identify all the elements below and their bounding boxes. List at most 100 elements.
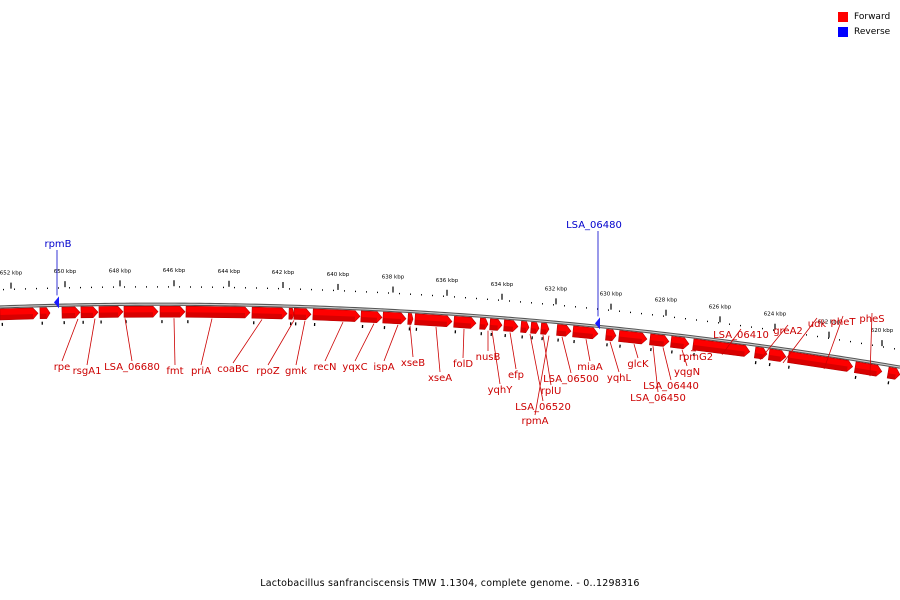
leader-line <box>823 315 844 370</box>
scale-minor-dot <box>476 297 477 300</box>
forward-gene <box>312 308 361 327</box>
forward-gene <box>753 346 768 365</box>
gene-label-nusb: nusB <box>476 352 501 363</box>
scale-minor-dot <box>3 288 4 291</box>
scale-minor-dot <box>377 291 378 294</box>
scale-minor-dot <box>663 315 664 317</box>
leader-line <box>232 319 263 364</box>
scale-minor-dot <box>410 293 411 295</box>
gene-label-rpmb: rpmB <box>44 239 71 250</box>
forward-gene <box>61 306 81 325</box>
legend-item-reverse: Reverse <box>838 24 900 39</box>
scale-minor-dot <box>190 286 191 288</box>
scale-minor-dot <box>267 287 268 289</box>
scale-minor-dot <box>553 304 554 306</box>
gene-label-fmt: fmt <box>166 366 183 377</box>
forward-gene <box>360 310 383 329</box>
scale-minor-dot <box>509 300 510 302</box>
scale-minor-dot <box>102 286 103 288</box>
forward-gene <box>886 366 900 385</box>
scale-minor-dot <box>146 286 147 288</box>
legend-item-forward: Forward <box>838 9 900 24</box>
forward-gene <box>853 361 883 380</box>
scale-minor-dot <box>817 335 818 338</box>
scale-minor-dot <box>333 289 334 292</box>
scale-minor-dot <box>542 303 543 305</box>
scale-tick-label: 626 kbp <box>709 304 732 310</box>
gene-label-lsa_06500: LSA_06500 <box>543 374 599 385</box>
scale-tick-label: 634 kbp <box>491 282 514 288</box>
leader-line <box>409 325 414 358</box>
gene-track <box>0 296 900 385</box>
scale-minor-dot <box>432 294 433 297</box>
scale-minor-dot <box>894 348 895 350</box>
leader-line <box>542 335 552 386</box>
forward-gene <box>185 305 251 324</box>
scale-minor-dot <box>861 342 862 345</box>
scale-minor-dot <box>421 294 422 296</box>
scale-minor-dot <box>619 310 620 312</box>
scale-minor-dot <box>454 296 455 298</box>
gene-label-recn: recN <box>313 362 336 373</box>
leader-line <box>61 318 79 362</box>
forward-gene <box>520 320 530 339</box>
scale-tick-label: 636 kbp <box>436 278 459 284</box>
gene-label-rpoz: rpoZ <box>256 366 280 377</box>
gene-label-rplu: rplU <box>541 386 562 397</box>
scale-minor-dot <box>465 297 466 299</box>
scale-minor-dot <box>850 340 851 343</box>
gene-label-yqxc: yqxC <box>342 362 367 373</box>
forward-gene <box>572 325 599 344</box>
scale-minor-dot <box>718 322 719 324</box>
leader-line <box>491 330 501 385</box>
forward-gene <box>453 315 477 334</box>
forward-gene <box>605 328 617 347</box>
scale-minor-dot <box>641 312 642 315</box>
leader-line <box>759 324 789 360</box>
forward-gene <box>540 322 550 341</box>
gene-label-gmk: gmk <box>285 366 307 377</box>
scale-minor-dot <box>245 287 246 289</box>
gene-label-lsa_06410: LSA_06410 <box>713 330 769 341</box>
gene-label-efp: efp <box>508 370 524 381</box>
leader-line <box>534 335 550 416</box>
scale-tick-label: 622 kbp <box>818 320 841 326</box>
reverse-swatch <box>838 26 848 37</box>
leader-line <box>585 339 591 362</box>
scale-minor-dot <box>729 323 730 325</box>
forward-gene <box>123 305 159 324</box>
leader-line <box>124 318 133 362</box>
leader-line <box>200 318 213 366</box>
scale-tick-label: 648 kbp <box>109 268 132 274</box>
scale-minor-dot <box>157 286 158 288</box>
scale-minor-dot <box>608 309 609 311</box>
scale-minor-dot <box>25 288 26 290</box>
figure-caption: Lactobacillus sanfranciscensis TMW 1.130… <box>260 578 640 589</box>
scale-tick-label: 630 kbp <box>600 292 623 298</box>
scale-minor-dot <box>498 299 499 301</box>
scale-minor-dot <box>355 290 356 293</box>
scale-minor-dot <box>685 318 686 320</box>
scale-minor-dots <box>3 286 895 350</box>
gene-label-ispa: ispA <box>373 362 394 373</box>
gene-label-coabc: coaBC <box>217 364 248 375</box>
scale-minor-dot <box>872 344 873 346</box>
scale-minor-dot <box>597 308 598 310</box>
gene-label-yqhy: yqhY <box>488 385 514 396</box>
leader-line <box>383 324 399 362</box>
scale-tick-label: 640 kbp <box>327 272 350 278</box>
scale-minor-dot <box>223 286 224 289</box>
scale-minor-dot <box>80 286 81 289</box>
leader-line <box>324 321 344 362</box>
scale-minor-dot <box>124 286 125 288</box>
scale-minor-dot <box>828 337 829 339</box>
scale-minor-dot <box>674 316 675 319</box>
legend-label-reverse: Reverse <box>854 26 891 37</box>
label-leaders <box>56 231 873 416</box>
gene-label-miaa: miaA <box>577 362 603 373</box>
forward-gene <box>414 313 453 331</box>
gene-label-phet: pheT <box>831 317 857 328</box>
scale-minor-dot <box>14 288 15 290</box>
gene-label-rsga1: rsgA1 <box>73 366 102 377</box>
scale-minor-dot <box>113 286 114 288</box>
